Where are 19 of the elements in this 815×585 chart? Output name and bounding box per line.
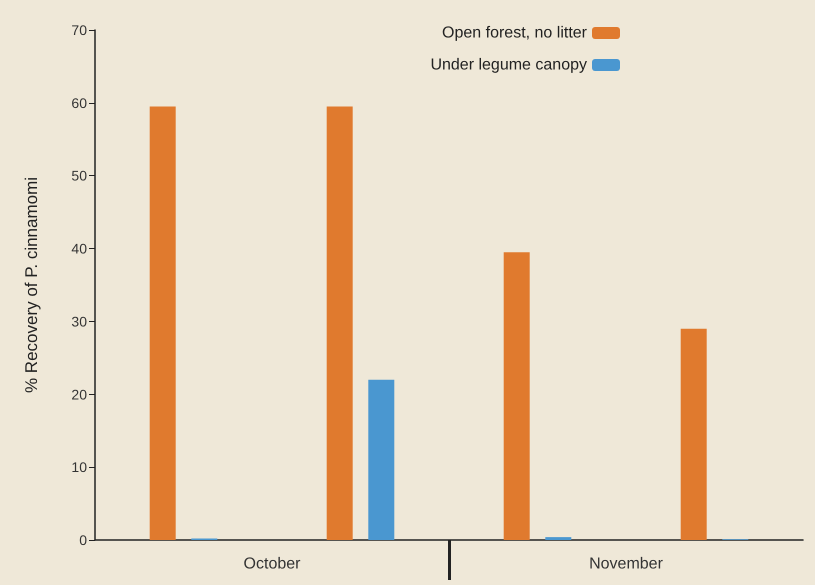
y-tick-label: 30 bbox=[71, 313, 88, 330]
y-tick-label: 70 bbox=[71, 22, 88, 38]
y-tick-label: 20 bbox=[71, 386, 88, 402]
y-tick-label: 0 bbox=[79, 532, 88, 548]
bar bbox=[326, 106, 353, 540]
text: October bbox=[244, 556, 302, 572]
bar bbox=[368, 380, 394, 540]
legend-label: Open forest, no litter bbox=[442, 24, 588, 42]
legend-label: Under legume canopy bbox=[430, 56, 587, 74]
y-tick-label: 40 bbox=[71, 240, 88, 257]
bar bbox=[504, 252, 530, 540]
text: November bbox=[589, 556, 664, 572]
bar bbox=[545, 537, 572, 540]
y-tick-label: 10 bbox=[71, 459, 88, 476]
bar bbox=[150, 106, 176, 540]
y-tick-label: 50 bbox=[71, 168, 88, 184]
y-axis-title: % Recovery of P. cinnamomi bbox=[22, 176, 41, 394]
bar bbox=[680, 328, 707, 540]
y-tick-label: 60 bbox=[71, 94, 88, 111]
